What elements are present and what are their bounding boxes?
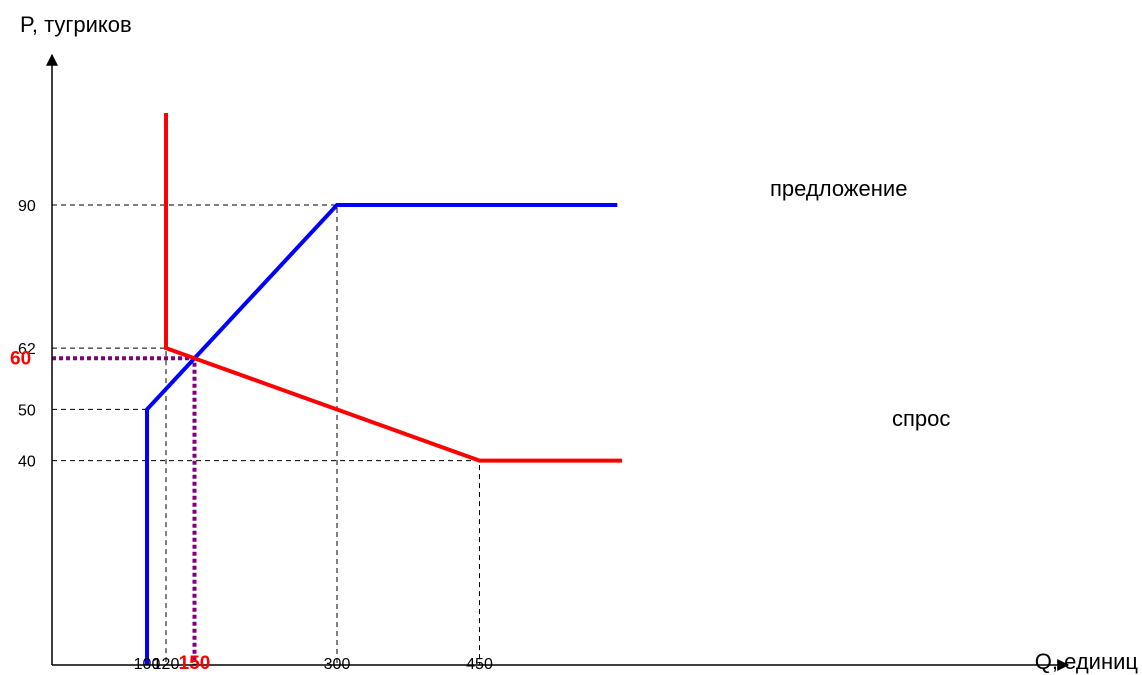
y-tick-label: 90 (18, 198, 36, 215)
series-lines (145, 113, 622, 665)
x-tick-label: 300 (324, 656, 351, 673)
reference-guide-line (52, 460, 480, 665)
demand-line (164, 113, 622, 463)
y-tick-label: 40 (18, 454, 36, 471)
x-tick-label: 120 (153, 656, 180, 673)
x-tick-label: 100 (134, 656, 161, 673)
y-axis-title: P, тугриков (20, 12, 132, 37)
supply-label: предложение (770, 176, 907, 201)
demand-label: спрос (892, 406, 950, 431)
reference-guide-line (52, 204, 338, 665)
series-labels: предложение спрос (770, 176, 950, 431)
supply-line (145, 203, 618, 665)
x-tick-label: 150 (179, 653, 211, 674)
equilibrium-guide-line (52, 356, 197, 665)
y-tick-label: 50 (18, 402, 36, 419)
reference-lines (52, 204, 480, 665)
axes: P, тугриков Q, единиц (20, 12, 1138, 674)
x-axis-title: Q, единиц (1035, 649, 1139, 674)
y-tick-label: 62 (18, 341, 36, 358)
reference-guide-line (52, 347, 167, 665)
x-tick-label: 450 (466, 656, 493, 673)
y-tick-label: 60 (10, 348, 31, 369)
